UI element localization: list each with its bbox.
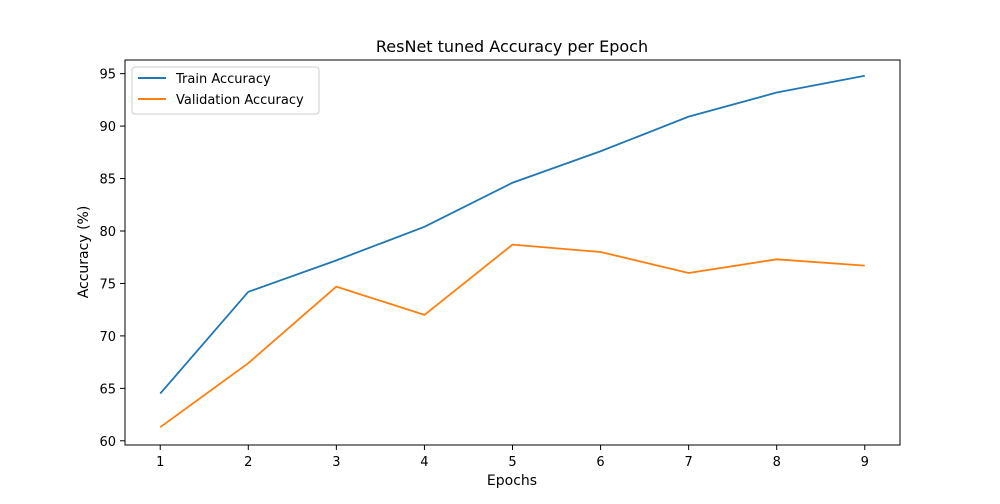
y-tick-label: 95: [99, 68, 116, 83]
y-tick-label: 85: [99, 173, 116, 188]
x-tick-label: 7: [684, 455, 692, 470]
legend-box: [131, 66, 320, 115]
x-tick-label: 8: [773, 455, 781, 470]
y-tick-label: 90: [99, 120, 116, 135]
legend: Train Accuracy Validation Accuracy: [131, 66, 320, 115]
x-tick-label: 3: [332, 455, 340, 470]
y-tick-label: 80: [99, 225, 116, 240]
x-tick-label: 4: [420, 455, 428, 470]
x-tick-label: 9: [861, 455, 869, 470]
x-tick-label: 6: [596, 455, 604, 470]
x-tick-label: 5: [508, 455, 516, 470]
chart-title: ResNet tuned Accuracy per Epoch: [376, 37, 648, 56]
axes: 1 2 3 4 5 6 7 8 9 60 65 70 75 80 85 90 95: [99, 68, 868, 470]
x-axis-label: Epochs: [487, 473, 537, 489]
y-tick-label: 60: [99, 435, 116, 450]
series-lines: [159, 74, 865, 428]
y-tick-label: 65: [99, 382, 116, 397]
x-tick-label: 2: [244, 455, 252, 470]
plot-area-frame: [124, 59, 901, 446]
legend-label-train-accuracy: Train Accuracy: [175, 72, 271, 87]
series-line-validation-accuracy: [159, 243, 865, 428]
series-line-train-accuracy: [159, 74, 865, 395]
y-tick-label: 70: [99, 330, 116, 345]
y-tick-label: 75: [99, 277, 116, 292]
x-tick-label: 1: [156, 455, 164, 470]
legend-label-validation-accuracy: Validation Accuracy: [176, 93, 304, 108]
y-axis-label: Accuracy (%): [76, 206, 92, 299]
